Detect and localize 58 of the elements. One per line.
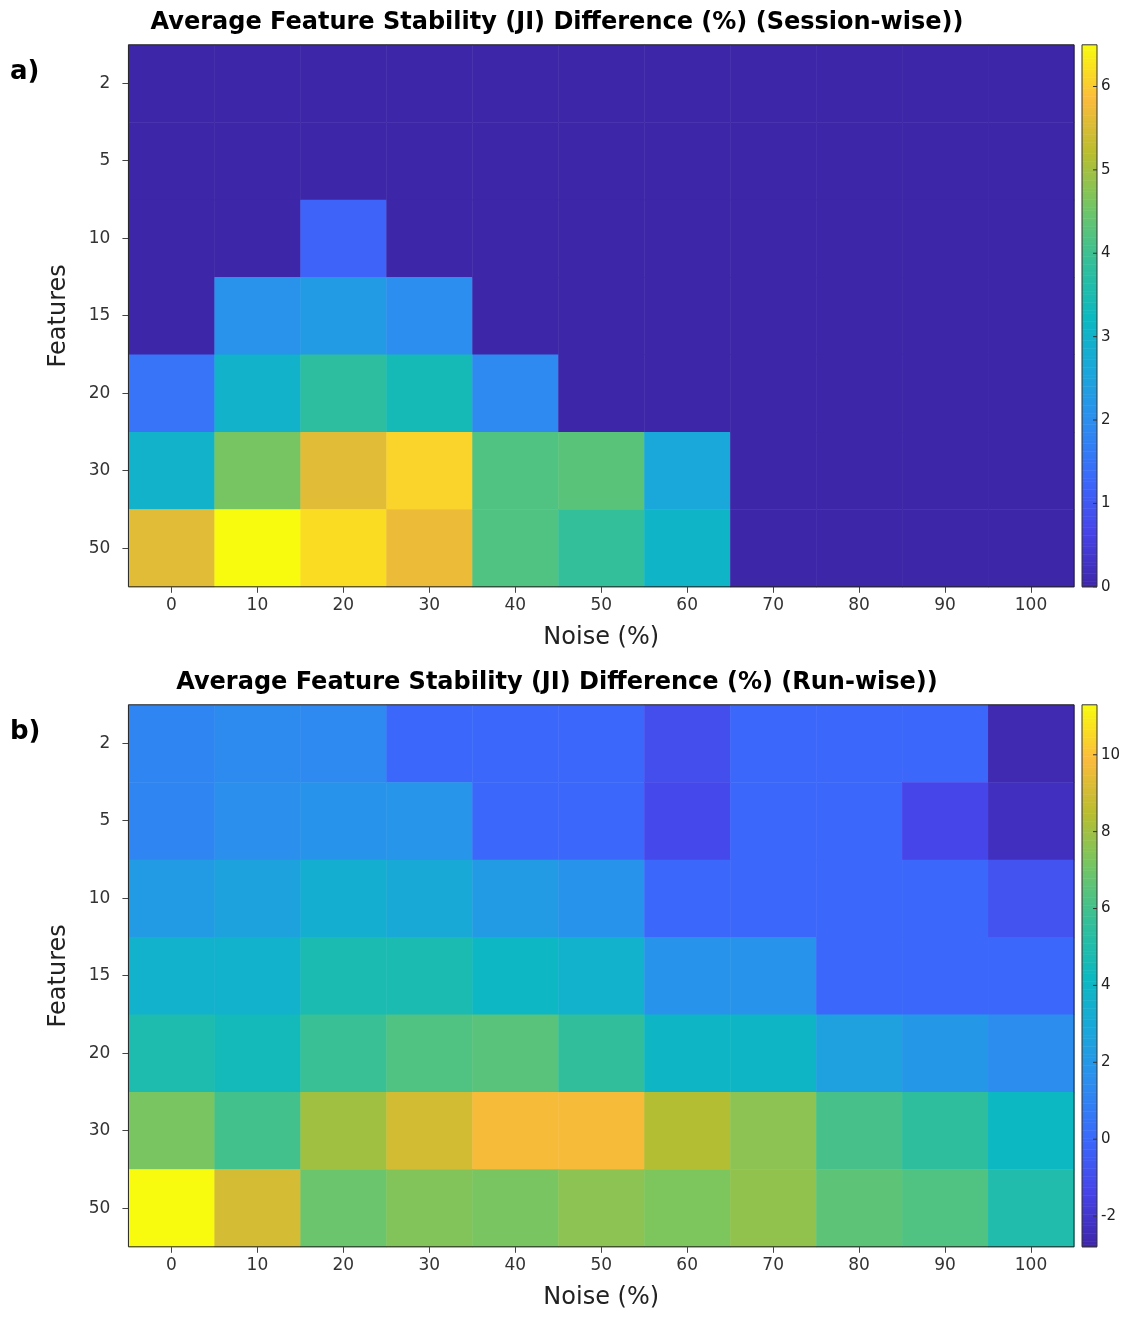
x-tick-label: 60 (676, 594, 698, 615)
y-tick-label: 20 (88, 1041, 111, 1062)
y-tick-label: 20 (88, 381, 111, 402)
x-axis-title: Noise (%) (543, 621, 660, 650)
y-tick-label: 50 (88, 536, 111, 557)
x-tick-label: 60 (676, 1254, 698, 1275)
x-tick-label: 80 (848, 1254, 870, 1275)
color-bar-label: 4 (1101, 243, 1111, 262)
y-tick-label: 5 (99, 809, 111, 830)
x-tick-label: 70 (762, 594, 784, 615)
text: b) (10, 714, 41, 745)
x-tick-label: 90 (934, 1254, 956, 1275)
color-bar-label: 6 (1101, 898, 1111, 917)
text: a) (10, 54, 40, 85)
color-bar-label: 0 (1101, 576, 1111, 595)
x-tick-label: 20 (332, 1254, 355, 1275)
x-tick-label: 40 (504, 1254, 527, 1275)
y-tick-label: 10 (88, 226, 111, 247)
y-axis-title: Features (42, 264, 71, 368)
color-bar-label: 6 (1101, 76, 1111, 95)
x-tick-label: 80 (848, 594, 870, 615)
x-tick-label: 50 (590, 1254, 613, 1275)
x-axis-title: Noise (%) (543, 1281, 660, 1310)
y-tick-label: 10 (88, 886, 111, 907)
y-tick-label: 15 (88, 304, 111, 325)
color-bar-label: 3 (1101, 326, 1111, 345)
color-bar-label: 10 (1101, 744, 1121, 763)
y-tick-label: 30 (88, 1119, 111, 1140)
color-bar-label: -2 (1101, 1205, 1116, 1224)
color-bar-label: 2 (1101, 1052, 1111, 1071)
color-bar-label: 4 (1101, 975, 1111, 994)
x-tick-label: 0 (166, 1254, 177, 1275)
x-tick-label: 10 (246, 594, 269, 615)
color-bar-label: 5 (1101, 159, 1111, 178)
y-tick-label: 2 (99, 71, 111, 92)
color-bar-label: 8 (1101, 821, 1111, 840)
x-tick-label: 0 (166, 594, 177, 615)
y-tick-label: 2 (99, 731, 111, 752)
x-tick-label: 100 (1014, 594, 1048, 615)
x-tick-label: 30 (418, 594, 441, 615)
x-tick-label: 10 (246, 1254, 269, 1275)
y-tick-label: 5 (99, 149, 111, 170)
color-bar-label: 1 (1101, 493, 1111, 512)
color-bar-label: 2 (1101, 409, 1111, 428)
x-tick-label: 100 (1014, 1254, 1048, 1275)
color-bar-label: 0 (1101, 1129, 1111, 1148)
x-tick-label: 40 (504, 594, 527, 615)
chart-title: Average Feature Stability (JI) Difference (%) (Run-wise)) (176, 666, 938, 695)
x-tick-label: 70 (762, 1254, 784, 1275)
y-tick-label: 50 (88, 1196, 111, 1217)
chart-title: Average Feature Stability (JI) Difference (%) (Session-wise)) (150, 6, 964, 35)
x-tick-label: 50 (590, 594, 613, 615)
y-axis-title: Features (42, 924, 71, 1028)
y-tick-label: 15 (88, 964, 111, 985)
x-tick-label: 90 (934, 594, 956, 615)
x-tick-label: 30 (418, 1254, 441, 1275)
y-tick-label: 30 (88, 459, 111, 480)
x-tick-label: 20 (332, 594, 355, 615)
